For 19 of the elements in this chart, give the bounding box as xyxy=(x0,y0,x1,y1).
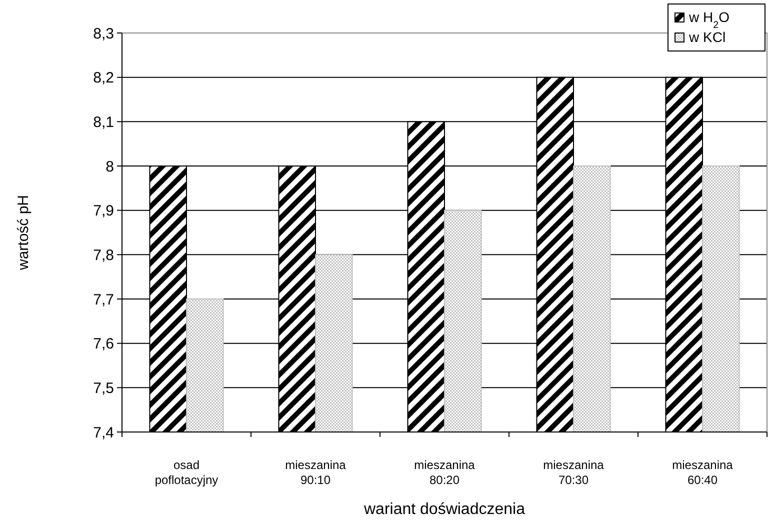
legend-label: w H$_{2}$O xyxy=(688,9,730,30)
y-axis-title: wartość pH xyxy=(15,194,32,272)
x-tick-label: mieszanina 70:30 xyxy=(543,458,604,487)
x-tick-label: mieszanina 80:20 xyxy=(414,458,476,487)
y-tick-label: 7,5 xyxy=(93,380,114,397)
y-tick-label: 8,3 xyxy=(93,25,114,42)
y-tick-label: 7,7 xyxy=(93,291,114,308)
y-tick-label: 7,9 xyxy=(93,202,114,220)
x-axis-title: wariant doświadczenia xyxy=(363,501,526,518)
x-tick-label: mieszanina 60:40 xyxy=(672,458,734,487)
y-tick-label: 7,8 xyxy=(93,246,114,264)
legend-label: w KCl xyxy=(688,29,726,45)
x-tick-label: mieszanina 90:10 xyxy=(285,458,346,487)
y-tick-label: 8 xyxy=(106,158,114,176)
x-tick-label: osad poflotacyjny xyxy=(154,458,218,487)
y-tick-label: 7,4 xyxy=(93,424,114,442)
y-tick-label: 8,1 xyxy=(93,114,114,131)
y-tick-label: 7,6 xyxy=(93,336,114,353)
y-tick-label: 8,2 xyxy=(93,70,114,87)
